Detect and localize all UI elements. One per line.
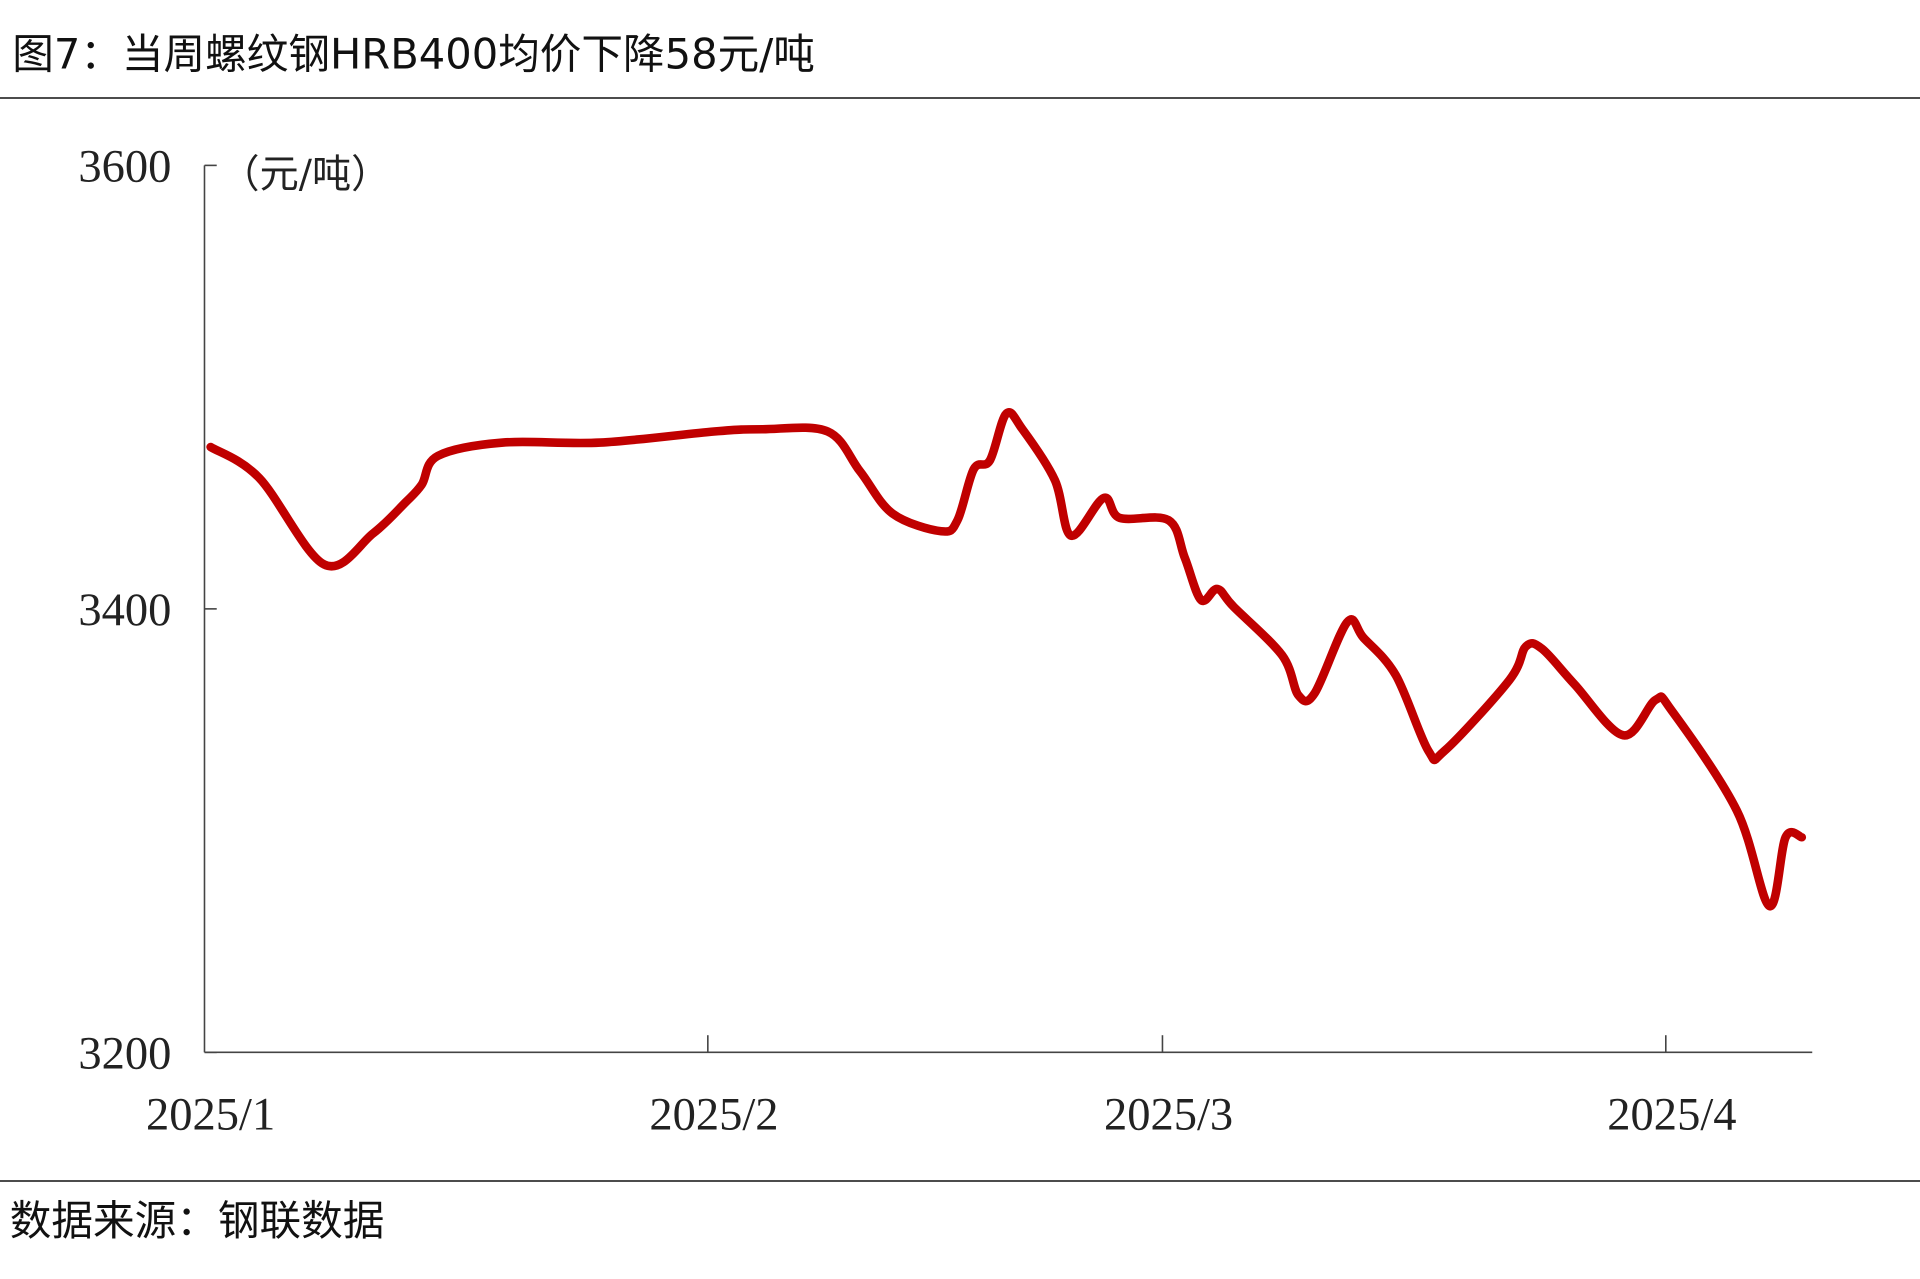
x-tick-label: 2025/1: [146, 1090, 275, 1141]
axes: 3600 3400 3200 2025/1 2025/2 2025/3 2025/4: [78, 141, 1813, 1141]
y-tick-label: 3200: [78, 1028, 171, 1079]
x-tick-label: 2025/3: [1104, 1090, 1233, 1141]
price-line: [206, 408, 1807, 911]
y-axis-unit-label: （元/吨）: [220, 152, 390, 197]
x-tick-label: 2025/4: [1607, 1090, 1736, 1141]
y-tick-label: 3600: [78, 141, 171, 192]
chart-title: 图7：当周螺纹钢HRB400均价下降58元/吨: [12, 30, 815, 79]
data-source: 数据来源：钢联数据: [10, 1196, 385, 1245]
x-tick-label: 2025/2: [649, 1090, 778, 1141]
y-tick-label: 3400: [78, 585, 171, 636]
